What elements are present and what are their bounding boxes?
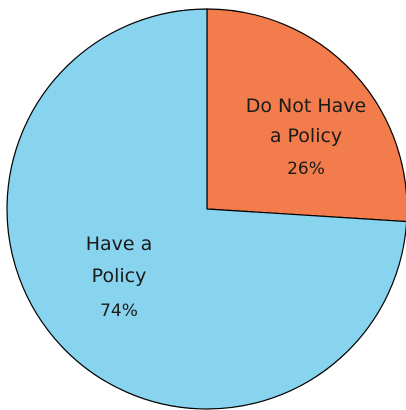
slice-percent-0: 26% xyxy=(287,159,325,179)
slice-percent-1: 74% xyxy=(100,301,138,321)
slice-label-line-1-0: Have a xyxy=(86,233,153,255)
pie-labels: Do Not Have a Policy 26% Have a Policy 7… xyxy=(86,95,367,321)
slice-label-line-0-0: Do Not Have xyxy=(246,95,367,117)
pie-slice-0 xyxy=(206,8,406,223)
pie-slice-1 xyxy=(6,8,406,410)
slice-label-line-0-1: a Policy xyxy=(270,125,342,147)
slice-label-line-1-1: Policy xyxy=(92,265,147,287)
pie-slices xyxy=(6,8,406,410)
